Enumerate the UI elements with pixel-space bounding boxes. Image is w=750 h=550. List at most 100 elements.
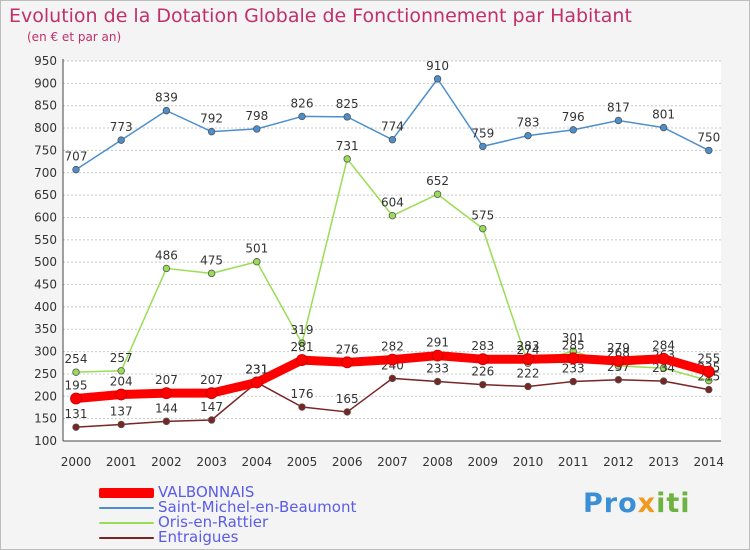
data-point-saint-michel-en-beaumont bbox=[162, 106, 171, 115]
data-point-oris-en-rattier bbox=[207, 269, 216, 278]
data-label-saint-michel-en-beaumont: 839 bbox=[155, 91, 178, 105]
data-point-oris-en-rattier bbox=[659, 364, 668, 372]
data-label-oris-en-rattier: 254 bbox=[65, 352, 88, 366]
data-point-entraigues bbox=[705, 385, 713, 394]
page-subtitle: (en € et par an) bbox=[27, 30, 122, 44]
data-label-valbonnais: 195 bbox=[65, 379, 88, 393]
y-tick-label: 100 bbox=[34, 434, 57, 448]
data-point-saint-michel-en-beaumont bbox=[72, 165, 80, 174]
x-tick-label: 2001 bbox=[106, 455, 137, 469]
x-tick-label: 2008 bbox=[422, 455, 453, 469]
data-label-entraigues: 147 bbox=[200, 400, 223, 414]
data-point-entraigues bbox=[298, 403, 306, 411]
data-point-oris-en-rattier bbox=[72, 368, 80, 376]
data-point-entraigues bbox=[207, 416, 216, 424]
data-label-entraigues: 226 bbox=[471, 365, 494, 379]
data-label-saint-michel-en-beaumont: 759 bbox=[471, 126, 494, 140]
legend-item: Entraigues bbox=[99, 530, 356, 545]
y-tick-label: 300 bbox=[34, 345, 57, 359]
proxiti-logo: Proxiti bbox=[583, 488, 691, 519]
data-point-entraigues bbox=[162, 417, 171, 426]
y-tick-label: 500 bbox=[34, 255, 57, 269]
data-label-saint-michel-en-beaumont: 707 bbox=[65, 150, 88, 164]
data-point-oris-en-rattier bbox=[433, 190, 442, 198]
data-point-saint-michel-en-beaumont bbox=[569, 126, 577, 134]
data-point-oris-en-rattier bbox=[117, 367, 125, 375]
data-label-saint-michel-en-beaumont: 801 bbox=[652, 108, 675, 122]
x-tick-label: 2000 bbox=[61, 455, 92, 469]
page-title: Evolution de la Dotation Globale de Fonc… bbox=[9, 5, 632, 27]
data-point-valbonnais bbox=[702, 365, 715, 378]
data-label-oris-en-rattier: 575 bbox=[471, 209, 494, 223]
data-point-oris-en-rattier bbox=[388, 211, 397, 220]
data-label-valbonnais: 283 bbox=[517, 339, 540, 353]
data-label-saint-michel-en-beaumont: 817 bbox=[607, 100, 630, 114]
data-label-valbonnais: 207 bbox=[200, 373, 223, 387]
legend-swatch bbox=[99, 536, 154, 539]
legend-swatch bbox=[99, 506, 154, 509]
data-label-valbonnais: 281 bbox=[291, 340, 314, 354]
legend-label: Oris-en-Rattier bbox=[158, 513, 269, 531]
data-point-saint-michel-en-beaumont bbox=[479, 142, 487, 151]
data-point-entraigues bbox=[343, 408, 351, 416]
data-label-oris-en-rattier: 652 bbox=[426, 174, 449, 188]
data-label-valbonnais: 207 bbox=[155, 373, 178, 387]
x-tick-label: 2010 bbox=[513, 455, 544, 469]
data-point-saint-michel-en-beaumont bbox=[253, 125, 261, 133]
data-label-saint-michel-en-beaumont: 910 bbox=[426, 59, 449, 73]
x-tick-label: 2004 bbox=[242, 455, 273, 469]
data-label-oris-en-rattier: 486 bbox=[155, 248, 178, 262]
data-point-saint-michel-en-beaumont bbox=[207, 127, 216, 136]
legend-label: Entraigues bbox=[158, 528, 239, 546]
y-tick-label: 550 bbox=[34, 233, 57, 247]
data-point-valbonnais bbox=[205, 387, 218, 400]
data-point-valbonnais bbox=[522, 353, 534, 366]
data-label-saint-michel-en-beaumont: 773 bbox=[110, 120, 133, 134]
data-label-oris-en-rattier: 501 bbox=[245, 242, 268, 256]
data-label-oris-en-rattier: 604 bbox=[381, 196, 404, 210]
data-label-entraigues: 165 bbox=[336, 392, 359, 406]
data-label-saint-michel-en-beaumont: 774 bbox=[381, 120, 404, 134]
data-label-valbonnais: 204 bbox=[110, 375, 133, 389]
data-point-saint-michel-en-beaumont bbox=[117, 136, 125, 144]
y-tick-label: 750 bbox=[34, 143, 57, 157]
y-tick-label: 700 bbox=[34, 166, 57, 180]
data-point-valbonnais bbox=[612, 355, 625, 367]
data-point-saint-michel-en-beaumont bbox=[614, 116, 623, 125]
data-label-entraigues: 131 bbox=[65, 407, 88, 421]
data-point-saint-michel-en-beaumont bbox=[298, 112, 306, 121]
y-tick-label: 250 bbox=[34, 367, 57, 381]
x-tick-label: 2003 bbox=[196, 455, 227, 469]
y-tick-label: 600 bbox=[34, 210, 57, 224]
data-label-oris-en-rattier: 731 bbox=[336, 139, 359, 153]
data-label-entraigues: 233 bbox=[562, 362, 585, 376]
data-point-valbonnais bbox=[341, 356, 354, 369]
data-label-oris-en-rattier: 319 bbox=[291, 323, 314, 337]
data-label-saint-michel-en-beaumont: 826 bbox=[291, 96, 314, 110]
data-point-valbonnais bbox=[567, 352, 580, 365]
data-label-entraigues: 176 bbox=[291, 387, 314, 401]
data-point-saint-michel-en-beaumont bbox=[343, 113, 351, 121]
legend-swatch bbox=[99, 521, 154, 524]
data-point-valbonnais bbox=[160, 387, 173, 400]
y-tick-label: 900 bbox=[34, 76, 57, 90]
data-point-valbonnais bbox=[115, 388, 128, 401]
data-point-saint-michel-en-beaumont bbox=[388, 135, 397, 144]
data-label-entraigues: 231 bbox=[245, 362, 268, 376]
chart-legend: VALBONNAIS Saint-Michel-en-Beaumont Oris-e… bbox=[99, 485, 356, 545]
y-tick-label: 800 bbox=[34, 121, 57, 135]
data-point-oris-en-rattier bbox=[298, 339, 306, 347]
data-point-entraigues bbox=[659, 377, 668, 385]
data-label-entraigues: 222 bbox=[517, 366, 540, 380]
data-label-entraigues: 144 bbox=[155, 401, 178, 415]
data-point-entraigues bbox=[479, 380, 487, 389]
y-tick-label: 850 bbox=[34, 99, 57, 113]
data-point-entraigues bbox=[524, 382, 532, 391]
y-tick-label: 450 bbox=[34, 278, 57, 292]
x-tick-label: 2002 bbox=[151, 455, 182, 469]
data-point-saint-michel-en-beaumont bbox=[705, 146, 713, 155]
legend-item: VALBONNAIS bbox=[99, 485, 356, 500]
y-tick-label: 950 bbox=[34, 54, 57, 68]
